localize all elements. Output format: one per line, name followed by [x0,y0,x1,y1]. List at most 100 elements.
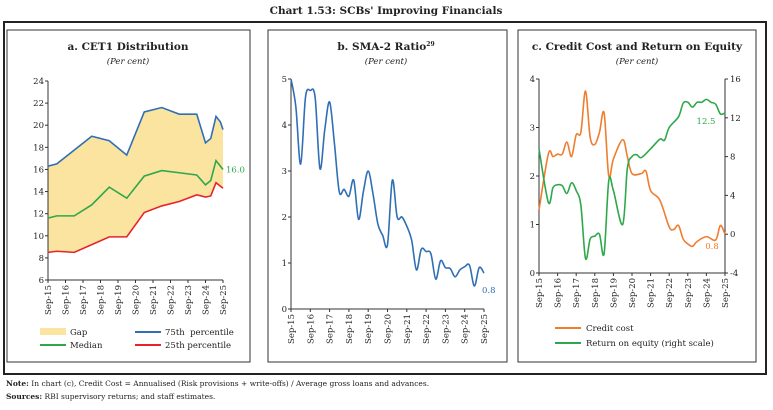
y-tick-label: 3 [530,124,535,134]
panel-a-subtitle: (Per cent) [107,56,149,67]
y-tick-label: 18 [33,143,44,153]
y-tick-label: 12 [33,210,44,220]
median-end-label: 16.0 [226,165,245,175]
y2-tick-label: -4 [730,269,738,279]
y2-tick-label: 4 [730,191,735,201]
panel-b-plot: 0 1 2 3 4 5 Sep-15 Sep-16 Sep-17 Sep-18 Sep-19 Sep-… [282,75,496,344]
x-tick-label: Sep-24 [461,314,471,344]
x-tick-label: Sep-20 [384,314,394,344]
x-tick-label: Sep-22 [665,278,675,308]
x-tick-label: Sep-19 [364,314,374,344]
y-tick-label: 5 [282,75,287,85]
x-tick-label: Sep-15 [287,314,297,344]
y-tick-label: 24 [33,77,44,87]
x-tick-label: Sep-16 [554,278,564,308]
gap-area [48,107,223,253]
panel-b-title-text: b. SMA-2 Ratio [337,41,426,53]
legend-credit-label: Credit cost [586,324,634,334]
sma2-line [290,78,485,287]
p25-line [47,181,224,254]
panel-a-title: a. CET1 Distribution [67,41,188,53]
y-tick-label: 4 [282,121,287,131]
legend-gap-label: Gap [70,328,88,338]
x-tick-label: Sep-21 [403,314,413,344]
legend-roe-label: Return on equity (right scale) [586,338,714,349]
panel-b-footnote: 29 [426,41,434,48]
panel-a-plot: 6 8 10 12 14 16 18 20 22 24 Sep-15 Sep-16 Sep-17 Sep-… [33,77,245,315]
sources: Sources: RBI supervisory returns; and st… [6,392,215,401]
sma2-end-label: 0.8 [482,286,496,296]
sources-label: Sources: [6,392,42,401]
y-tick-label: 14 [33,188,44,198]
x-tick-label: Sep-18 [97,285,107,315]
outer-frame [3,21,767,375]
legend-gap-swatch [40,328,66,335]
panel-a-frame [6,29,251,363]
y-tick-label: 22 [33,99,44,109]
panel-b-title: b. SMA-2 Ratio29 [337,41,434,53]
x-tick-label: Sep-16 [306,314,316,344]
x-tick-label: Sep-17 [572,278,582,308]
roe-line [538,98,726,261]
legend-p75-label: 75th percentile [165,328,234,338]
x-tick-label: Sep-24 [702,278,712,308]
x-tick-label: Sep-19 [609,278,619,308]
x-tick-label: Sep-23 [184,285,194,315]
y-tick-label: 4 [530,75,535,85]
legend-median-label: Median [70,341,103,351]
y-tick-label: 0 [282,305,287,315]
x-tick-label: Sep-20 [628,278,638,308]
y2-tick-label: 8 [730,153,735,163]
x-tick-label: Sep-24 [202,285,212,315]
x-tick-label: Sep-22 [422,314,432,344]
x-tick-label: Sep-22 [167,285,177,315]
panel-c-frame [517,29,757,363]
note: Note: In chart (c), Credit Cost = Annual… [6,379,429,388]
panel-b-subtitle: (Per cent) [365,56,407,67]
x-tick-label: Sep-16 [62,285,72,315]
y-tick-label: 1 [530,221,535,231]
x-tick-label: Sep-21 [647,278,657,308]
figure-title: Chart 1.53: SCBs' Improving Financials [270,5,503,17]
y-tick-label: 2 [282,213,287,223]
x-tick-label: Sep-18 [591,278,601,308]
x-tick-label: Sep-20 [132,285,142,315]
x-tick-label: Sep-19 [114,285,124,315]
y-tick-label: 16 [33,165,44,175]
x-tick-label: Sep-21 [149,285,159,315]
y2-tick-label: 0 [730,230,735,240]
sources-text: RBI supervisory returns; and staff estim… [45,392,216,401]
y-tick-label: 8 [39,254,44,264]
credit-end-label: 0.8 [705,242,719,252]
y-tick-label: 1 [282,259,287,269]
panel-b-frame [267,29,508,363]
median-line [47,158,224,219]
y2-tick-label: 12 [730,114,741,124]
y2-tick-label: 16 [730,75,741,85]
x-tick-label: Sep-15 [44,285,54,315]
p75-line [47,106,224,167]
y-tick-label: 20 [33,121,44,131]
note-text: In chart (c), Credit Cost = Annualised (… [31,379,429,388]
x-tick-label: Sep-23 [684,278,694,308]
x-tick-label: Sep-25 [480,314,490,344]
legend-p25-label: 25th percentile [165,341,231,351]
x-tick-label: Sep-23 [441,314,451,344]
y-tick-label: 10 [33,232,44,242]
y-tick-label: 3 [282,167,287,177]
credit-cost-line [538,90,726,248]
x-tick-label: Sep-17 [79,285,89,315]
note-label: Note: [6,379,29,388]
x-tick-label: Sep-17 [326,314,336,344]
y-tick-label: 6 [39,276,44,286]
y-tick-label: 0 [530,269,535,279]
x-tick-label: Sep-18 [345,314,355,344]
panel-c-subtitle: (Per cent) [616,56,658,67]
roe-end-label: 12.5 [697,117,716,127]
x-tick-label: Sep-15 [535,278,545,308]
panel-c-title: c. Credit Cost and Return on Equity [532,41,743,53]
x-tick-label: Sep-25 [219,285,229,315]
y-tick-label: 2 [530,172,535,182]
